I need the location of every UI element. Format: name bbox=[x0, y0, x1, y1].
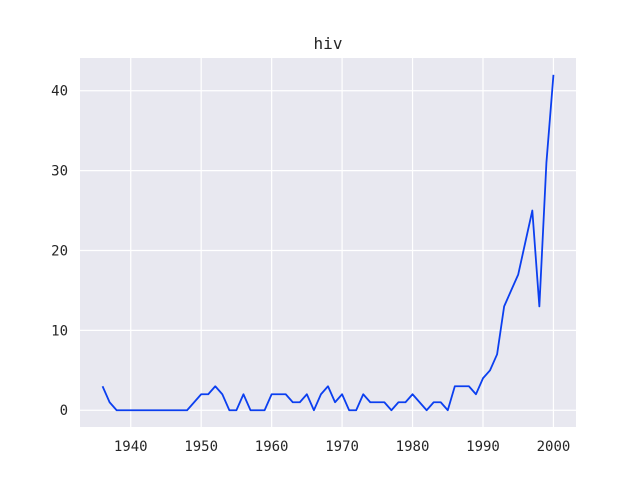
y-tick-label: 10 bbox=[51, 323, 68, 339]
x-tick-label: 1960 bbox=[255, 439, 289, 455]
x-tick-label: 1970 bbox=[325, 439, 359, 455]
grid-lines bbox=[80, 58, 576, 427]
y-tick-label: 0 bbox=[60, 403, 68, 419]
x-tick-label: 1990 bbox=[466, 439, 500, 455]
x-tick-label: 2000 bbox=[537, 439, 571, 455]
plot-background bbox=[80, 58, 576, 427]
y-tick-label: 30 bbox=[51, 164, 68, 180]
y-tick-label: 20 bbox=[51, 243, 68, 259]
tick-labels: 1940 1950 1960 1970 1980 1990 2000 0 10 20 30 40 bbox=[51, 84, 570, 455]
x-tick-label: 1950 bbox=[184, 439, 218, 455]
chart-title: hiv bbox=[314, 34, 343, 53]
x-tick-label: 1940 bbox=[114, 439, 148, 455]
x-tick-label: 1980 bbox=[396, 439, 430, 455]
series-layer bbox=[101, 74, 555, 412]
y-tick-label: 40 bbox=[51, 84, 68, 100]
series-line bbox=[101, 74, 555, 412]
